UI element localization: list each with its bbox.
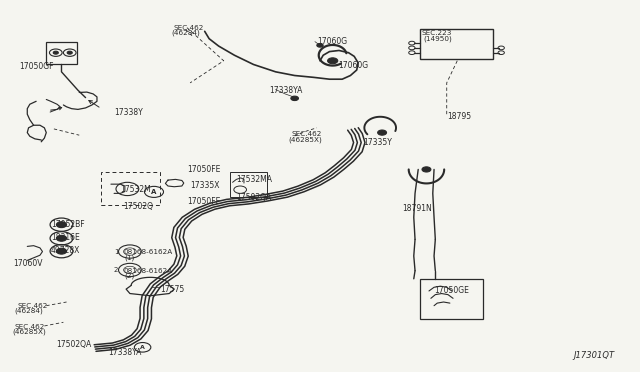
Text: 18791N: 18791N <box>403 203 432 212</box>
Circle shape <box>53 51 58 54</box>
Text: SEC.462: SEC.462 <box>15 324 45 330</box>
Bar <box>420 29 493 59</box>
Text: 1: 1 <box>114 248 118 254</box>
Text: SEC.462: SEC.462 <box>291 131 322 137</box>
Text: 17502QA: 17502QA <box>56 340 91 349</box>
Bar <box>101 172 160 205</box>
Circle shape <box>56 235 67 241</box>
Circle shape <box>291 96 298 100</box>
Text: 18316E: 18316E <box>51 233 79 242</box>
Text: (46285X): (46285X) <box>288 137 322 143</box>
Text: SEC.223: SEC.223 <box>421 30 452 36</box>
Text: 17050GE: 17050GE <box>434 286 469 295</box>
Text: 17060G: 17060G <box>338 61 368 70</box>
Text: 17060G: 17060G <box>317 37 347 46</box>
Bar <box>46 42 77 64</box>
Text: (14950): (14950) <box>423 35 452 42</box>
Text: A: A <box>140 345 145 350</box>
Circle shape <box>328 58 338 64</box>
Text: 17335X: 17335X <box>190 182 220 190</box>
Text: 08168-6162A: 08168-6162A <box>124 268 173 274</box>
Text: 17338YA: 17338YA <box>108 348 141 357</box>
Text: (1): (1) <box>125 254 135 261</box>
Text: 17532M: 17532M <box>120 185 151 194</box>
Text: 17338Y: 17338Y <box>114 108 143 117</box>
Text: 17502QA: 17502QA <box>236 193 271 202</box>
Text: 49728X: 49728X <box>51 246 80 255</box>
Text: (46284): (46284) <box>171 30 200 36</box>
Text: SEC.462: SEC.462 <box>17 303 47 309</box>
Bar <box>230 172 267 197</box>
Circle shape <box>317 44 323 47</box>
Text: 17338YA: 17338YA <box>269 86 303 95</box>
Text: (46285X): (46285X) <box>12 329 46 336</box>
Text: 18795: 18795 <box>447 112 471 121</box>
Text: SEC.462: SEC.462 <box>173 25 204 31</box>
Text: A: A <box>151 189 157 195</box>
Circle shape <box>56 248 67 254</box>
Text: (46284): (46284) <box>15 308 44 314</box>
Bar <box>420 279 483 318</box>
Circle shape <box>67 51 72 54</box>
Text: (2): (2) <box>125 273 135 279</box>
Text: 17052BF: 17052BF <box>51 220 84 229</box>
Text: 17502Q: 17502Q <box>124 202 154 211</box>
Text: 2: 2 <box>114 267 118 273</box>
Text: 17532MA: 17532MA <box>236 175 273 184</box>
Text: 08168-6162A: 08168-6162A <box>124 249 173 255</box>
Text: 17050GF: 17050GF <box>19 62 54 71</box>
Text: 17060V: 17060V <box>13 259 42 268</box>
Circle shape <box>56 222 67 228</box>
Circle shape <box>422 167 431 172</box>
Circle shape <box>378 130 387 135</box>
Text: 17050FE: 17050FE <box>187 165 220 174</box>
Text: 17050FE: 17050FE <box>187 197 220 206</box>
Text: J17301QT: J17301QT <box>573 351 614 360</box>
Text: 17575: 17575 <box>161 285 184 294</box>
Text: 17335Y: 17335Y <box>363 138 392 147</box>
